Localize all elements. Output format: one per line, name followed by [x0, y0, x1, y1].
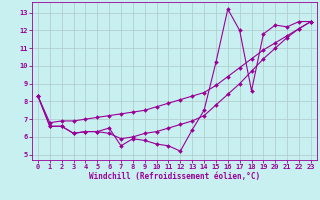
X-axis label: Windchill (Refroidissement éolien,°C): Windchill (Refroidissement éolien,°C): [89, 172, 260, 181]
